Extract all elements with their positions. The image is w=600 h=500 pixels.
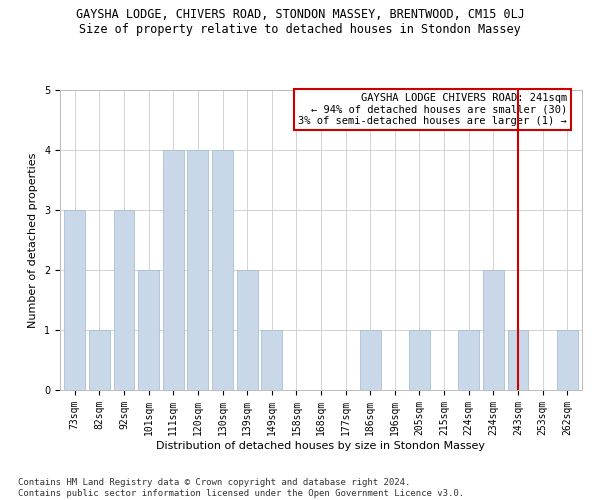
- Bar: [508, 330, 529, 390]
- Bar: [113, 210, 134, 390]
- Bar: [458, 330, 479, 390]
- Text: GAYSHA LODGE, CHIVERS ROAD, STONDON MASSEY, BRENTWOOD, CM15 0LJ: GAYSHA LODGE, CHIVERS ROAD, STONDON MASS…: [76, 8, 524, 20]
- Bar: [64, 210, 85, 390]
- Bar: [236, 270, 257, 390]
- Bar: [163, 150, 184, 390]
- Text: Size of property relative to detached houses in Stondon Massey: Size of property relative to detached ho…: [79, 22, 521, 36]
- Bar: [212, 150, 233, 390]
- Bar: [138, 270, 159, 390]
- Y-axis label: Number of detached properties: Number of detached properties: [28, 152, 38, 328]
- Bar: [187, 150, 208, 390]
- Bar: [360, 330, 381, 390]
- Text: Contains HM Land Registry data © Crown copyright and database right 2024.
Contai: Contains HM Land Registry data © Crown c…: [18, 478, 464, 498]
- Text: GAYSHA LODGE CHIVERS ROAD: 241sqm
← 94% of detached houses are smaller (30)
3% o: GAYSHA LODGE CHIVERS ROAD: 241sqm ← 94% …: [298, 93, 567, 126]
- Bar: [557, 330, 578, 390]
- Bar: [89, 330, 110, 390]
- X-axis label: Distribution of detached houses by size in Stondon Massey: Distribution of detached houses by size …: [157, 440, 485, 450]
- Bar: [409, 330, 430, 390]
- Bar: [483, 270, 504, 390]
- Bar: [261, 330, 282, 390]
